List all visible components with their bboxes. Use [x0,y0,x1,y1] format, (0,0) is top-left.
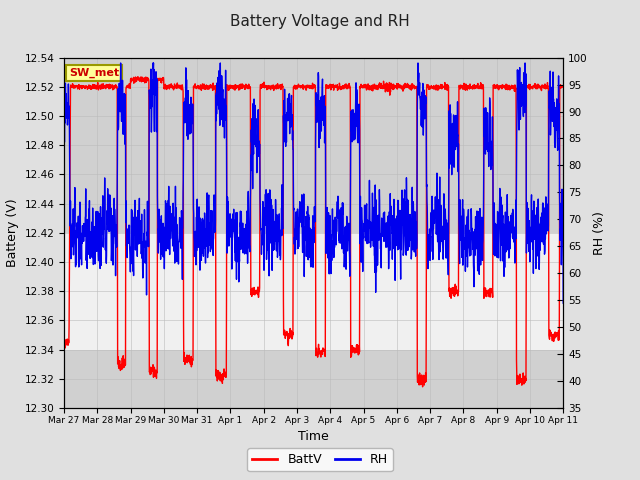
X-axis label: Time: Time [298,430,329,443]
BattV [137,74,145,80]
BattV [419,384,426,390]
RH [529,217,537,223]
RH [328,258,335,264]
BattV [328,82,335,88]
BattV [459,86,467,92]
RH [60,277,68,283]
RH [515,85,523,91]
Text: SW_met: SW_met [69,68,119,78]
BattV [559,84,567,89]
Y-axis label: RH (%): RH (%) [593,211,606,255]
Legend: BattV, RH: BattV, RH [248,448,392,471]
Text: Battery Voltage and RH: Battery Voltage and RH [230,14,410,29]
RH [559,300,567,306]
BattV [529,84,537,89]
Line: RH: RH [64,63,563,303]
Bar [64,50,563,233]
Y-axis label: Battery (V): Battery (V) [6,199,19,267]
RH [117,60,125,66]
RH [200,253,207,259]
Line: BattV: BattV [64,77,563,387]
BattV [200,82,207,87]
Bar [64,349,563,408]
RH [339,204,346,210]
BattV [516,372,524,378]
BattV [339,86,346,92]
RH [458,209,466,215]
BattV [60,84,68,90]
